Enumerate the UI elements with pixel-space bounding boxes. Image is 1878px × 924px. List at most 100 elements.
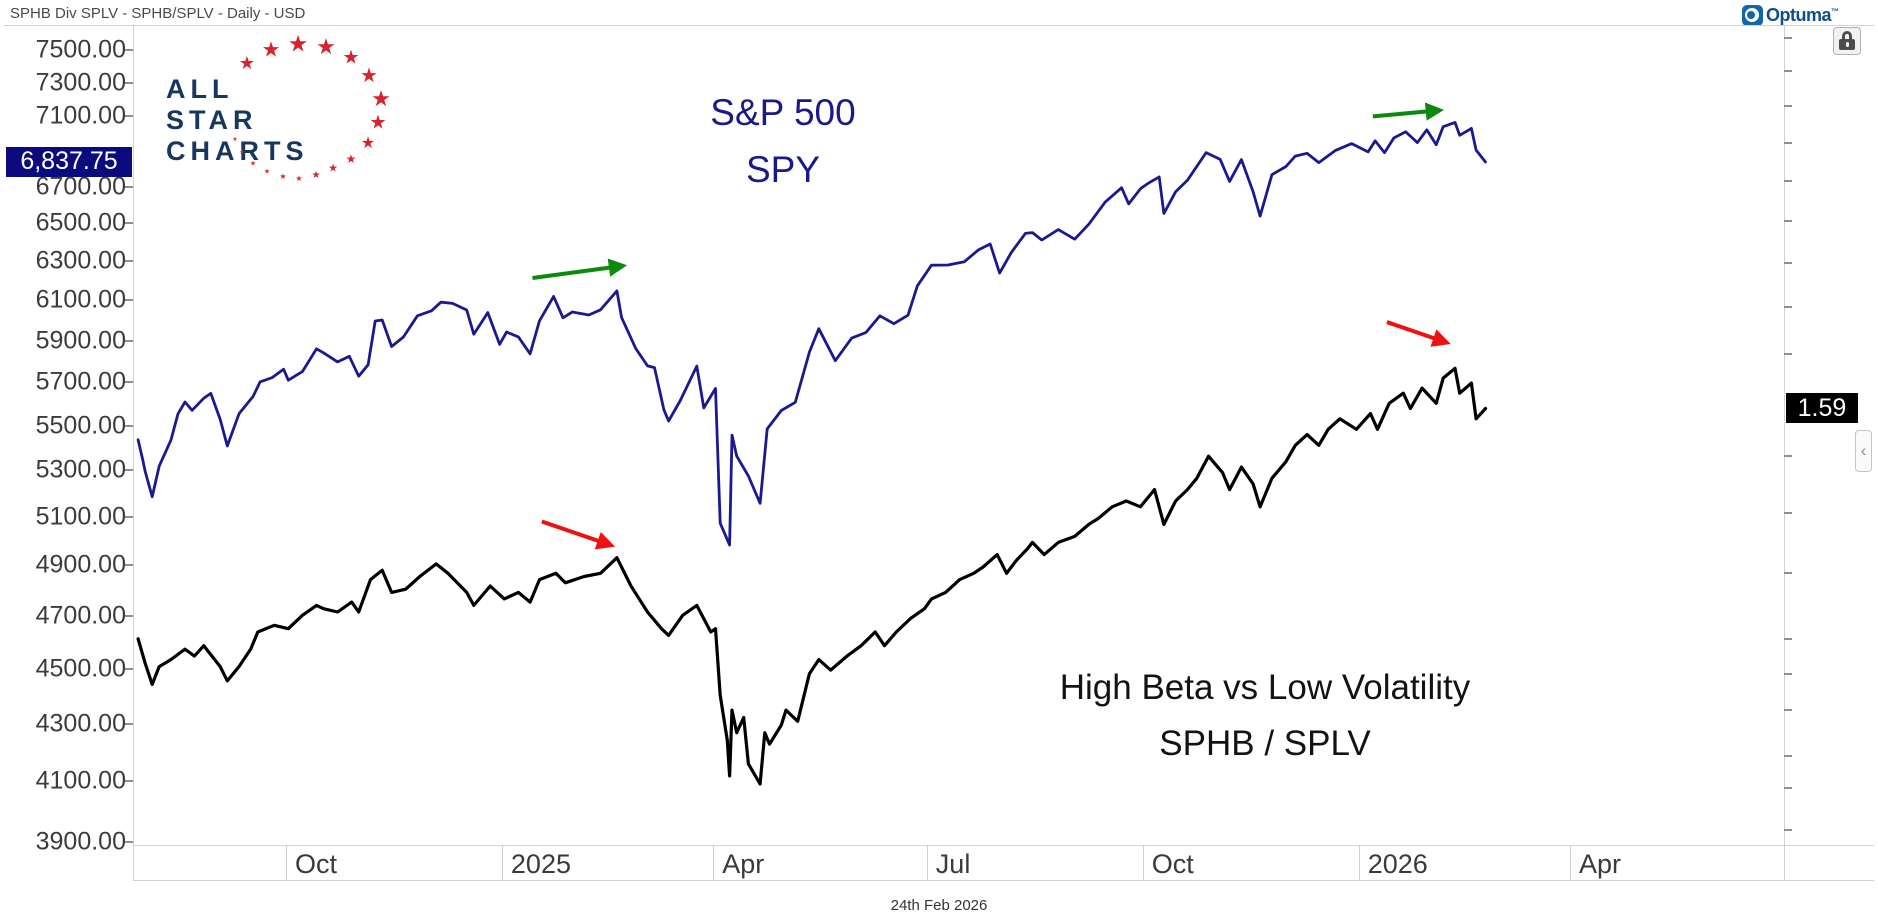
star-icon: ★	[360, 135, 376, 152]
trademark-symbol: ™	[1831, 6, 1839, 16]
lock-icon	[1842, 31, 1852, 40]
ratio-title-line1: High Beta vs Low Volatility	[1059, 668, 1471, 707]
left-axis-tick-mark	[125, 722, 133, 725]
time-axis-divider	[713, 845, 715, 880]
right-axis-tick-mark	[1784, 219, 1792, 222]
time-axis-label: 2026	[1367, 849, 1428, 879]
star-icon: ★	[311, 170, 321, 181]
right-axis-tick-mark	[1784, 105, 1792, 108]
left-axis-tick-mark	[125, 260, 133, 263]
right-axis-tick-mark	[1784, 754, 1792, 757]
optuma-logo: Optuma™	[1742, 3, 1839, 27]
left-axis-tick-mark	[125, 840, 133, 843]
left-axis-tick-label: 4700.00	[35, 601, 126, 630]
left-axis-tick-mark	[125, 299, 133, 302]
left-axis-tick-label: 4300.00	[35, 709, 126, 738]
left-axis-tick-label: 7100.00	[35, 101, 126, 130]
time-axis-label: Apr	[1578, 849, 1622, 879]
ratio-title-line2: SPHB / SPLV	[1159, 724, 1371, 763]
left-axis-tick-label: 7300.00	[35, 68, 126, 97]
right-price-axis[interactable]: 2.502.402.302.202.102.001.901.801.701.50…	[1784, 25, 1878, 845]
time-axis-divider	[501, 845, 503, 880]
right-axis-tick-mark	[1784, 829, 1792, 832]
left-axis-tick-mark	[125, 667, 133, 670]
left-axis-tick-label: 4100.00	[35, 766, 126, 795]
optuma-logo-text: Optuma™	[1766, 4, 1839, 25]
right-axis-tick-mark	[1784, 70, 1792, 73]
chart-generated-date: 24th Feb 2026	[890, 897, 988, 914]
optuma-logo-icon	[1742, 4, 1763, 26]
time-axis-divider	[926, 845, 928, 880]
left-axis-tick-mark	[125, 564, 133, 567]
chart-top-border	[4, 25, 1874, 26]
left-axis-tick-label: 7500.00	[35, 35, 126, 64]
right-axis-tick-mark	[1784, 637, 1792, 640]
left-axis-tick-label: 4900.00	[35, 550, 126, 579]
panel-collapse-button[interactable]: ‹	[1855, 430, 1872, 472]
spy-price-line	[136, 121, 1487, 547]
axis-lock-button[interactable]	[1833, 27, 1861, 55]
ratio-downtrend-arrow-2026	[1386, 320, 1451, 347]
star-icon: ★	[261, 38, 281, 62]
spy-last-price-label: 6,837.75	[6, 146, 132, 177]
spy-title-line1: S&P 500	[710, 92, 856, 133]
left-axis-tick-mark	[125, 222, 133, 225]
allstar-logo-line1: ALL STAR	[166, 74, 258, 135]
right-axis-tick-mark	[1784, 511, 1792, 514]
left-axis-tick-label: 5700.00	[35, 367, 126, 396]
right-axis-tick-mark	[1784, 709, 1792, 712]
spy-title-line2: SPY	[745, 149, 821, 190]
allstar-logo-line2: CHARTS	[166, 136, 309, 166]
right-axis-tick-mark	[1784, 37, 1792, 39]
spy-annotation-title: S&P 500 SPY	[633, 84, 933, 198]
plot-left-border	[133, 25, 134, 880]
left-axis-tick-mark	[125, 115, 133, 118]
left-axis-tick-label: 5500.00	[35, 411, 126, 440]
time-axis-label: Oct	[294, 849, 337, 879]
star-icon: ★	[342, 47, 360, 69]
star-icon: ★	[279, 172, 287, 181]
x-axis-band-bottom-border	[133, 880, 1874, 881]
star-icon: ★	[345, 152, 357, 166]
time-axis-label: Oct	[1151, 849, 1194, 879]
allstar-charts-logo: ALL STAR CHARTS	[166, 74, 336, 167]
left-axis-tick-mark	[125, 185, 133, 188]
ratio-last-price-label: 1.59	[1786, 393, 1858, 424]
plot-right-border	[1784, 25, 1785, 880]
left-axis-tick-mark	[125, 81, 133, 84]
right-axis-tick-mark	[1784, 572, 1792, 575]
star-icon: ★	[263, 168, 271, 176]
time-axis-divider	[1142, 845, 1144, 880]
ratio-annotation-title: High Beta vs Low Volatility SPHB / SPLV	[965, 660, 1565, 772]
star-icon: ★	[371, 86, 391, 111]
window-title: SPHB Div SPLV - SPHB/SPLV - Daily - USD	[10, 5, 306, 22]
ratio-price-line	[136, 366, 1488, 786]
left-axis-tick-label: 5900.00	[35, 326, 126, 355]
right-axis-tick-mark	[1784, 179, 1792, 182]
left-axis-tick-mark	[125, 469, 133, 472]
chevron-left-icon: ‹	[1860, 441, 1867, 460]
left-axis-tick-mark	[125, 339, 133, 342]
star-icon: ★	[238, 53, 256, 73]
time-axis[interactable]: Oct 2025 Apr Jul Oct 2026 Apr	[0, 845, 1878, 880]
left-axis-tick-label: 6500.00	[35, 208, 126, 237]
time-axis-label: Jul	[935, 849, 971, 879]
left-axis-tick-label: 6300.00	[35, 246, 126, 275]
left-axis-tick-mark	[125, 614, 133, 617]
left-axis-tick-mark	[125, 381, 133, 384]
star-icon: ★	[295, 174, 303, 183]
left-axis-tick-label: 5300.00	[35, 455, 126, 484]
star-icon: ★	[328, 162, 338, 175]
spy-uptrend-arrow-2026	[1372, 102, 1445, 121]
star-icon: ★	[369, 112, 387, 134]
time-axis-label: Apr	[722, 849, 765, 879]
right-axis-tick-mark	[1784, 141, 1792, 144]
left-axis-tick-label: 5100.00	[35, 502, 126, 531]
star-icon: ★	[249, 160, 257, 168]
time-axis-label: 2025	[510, 849, 571, 879]
left-axis-tick-mark	[125, 780, 133, 783]
right-axis-tick-mark	[1784, 672, 1792, 675]
ratio-downtrend-arrow-2025	[541, 519, 616, 550]
